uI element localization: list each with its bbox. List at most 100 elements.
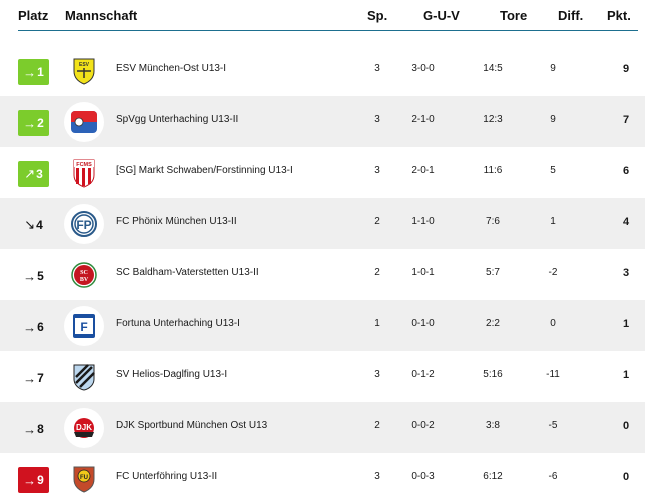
points: 0 [622,471,630,483]
team-name[interactable]: SpVgg Unterhaching U13-II [116,114,239,125]
win-draw-loss: 2-0-1 [411,165,435,176]
points: 1 [622,318,630,330]
djk-logo-icon[interactable]: DJK [64,408,104,448]
table-row-9[interactable]: → 9 FU FC Unterföhring U13-II 3 0-0-3 6:… [0,453,645,504]
team-name[interactable]: SC Baldham-Vaterstetten U13-II [116,267,259,278]
win-draw-loss: 1-0-1 [411,267,435,278]
team-name[interactable]: SV Helios-Daglfing U13-I [116,369,228,380]
svg-text:ESV: ESV [79,62,90,68]
games-played: 3 [374,114,380,125]
fcp-logo-icon[interactable]: FP [64,204,104,244]
goals: 3:8 [486,420,500,431]
rank-number: 8 [37,422,44,436]
goals: 11:6 [483,165,503,176]
helios-logo-icon[interactable] [64,357,104,397]
svg-text:FU: FU [80,475,88,481]
rank-number: 3 [36,167,43,181]
points: 7 [622,114,630,126]
svg-text:F: F [80,320,87,334]
trend-arrow-icon: → [23,370,37,386]
header-tore: Tore [500,8,528,23]
goals: 6:12 [483,471,503,482]
table-row-8[interactable]: → 8 DJK DJK Sportbund München Ost U13 2 … [0,402,645,453]
fcms-logo-icon[interactable]: FCMS [64,153,104,193]
rank-number: 7 [37,371,44,385]
goals: 14:5 [483,63,503,74]
table-row-2[interactable]: → 2 SpVgg Unterhaching U13-II 3 2-1-0 12… [0,96,645,147]
goal-difference: 1 [550,216,556,227]
games-played: 2 [374,267,380,278]
trend-arrow-icon: → [23,64,37,80]
goal-difference: -11 [546,369,560,380]
games-played: 3 [374,369,380,380]
svg-text:FCMS: FCMS [76,162,92,168]
goal-difference: 5 [550,165,556,176]
fcu-logo-icon[interactable]: FU [64,459,104,499]
points: 6 [622,165,630,177]
table-row-3[interactable]: ↗ 3 FCMS [SG] Markt Schwaben/Forstinning… [0,147,645,198]
rank-badge: → 7 [18,365,49,391]
svg-text:DJK: DJK [76,423,92,432]
trend-arrow-icon: → [23,268,37,284]
win-draw-loss: 0-1-0 [411,318,435,329]
team-name[interactable]: FC Unterföhring U13-II [116,471,218,482]
points: 3 [622,267,630,279]
win-draw-loss: 0-0-3 [411,471,435,482]
rank-number: 6 [37,320,44,334]
team-name[interactable]: FC Phönix München U13-II [116,216,237,227]
rank-badge: → 2 [18,110,49,136]
spvgg-logo-icon[interactable] [64,102,104,142]
table-header: Platz Mannschaft Sp. G-U-V Tore Diff. Pk… [18,0,638,31]
win-draw-loss: 1-1-0 [411,216,435,227]
win-draw-loss: 0-1-2 [411,369,435,380]
table-row-4[interactable]: ↘ 4 FP FC Phönix München U13-II 2 1-1-0 … [0,198,645,249]
rank-number: 4 [36,218,43,232]
header-pkt: Pkt. [607,8,631,23]
scbv-logo-icon[interactable]: SC BV [64,255,104,295]
rank-badge: ↗ 3 [18,161,49,187]
points: 9 [622,63,630,75]
team-name[interactable]: Fortuna Unterhaching U13-I [116,318,240,329]
win-draw-loss: 3-0-0 [411,63,435,74]
table-row-7[interactable]: → 7 SV Helios-Daglfing U13-I 3 0-1-2 5:1… [0,351,645,402]
fortuna-logo-icon[interactable]: F [64,306,104,346]
goal-difference: -5 [548,420,558,431]
goal-difference: 0 [550,318,556,329]
esv-logo-icon[interactable]: ESV [64,51,104,91]
rank-badge: → 6 [18,314,49,340]
win-draw-loss: 2-1-0 [411,114,435,125]
team-name[interactable]: [SG] Markt Schwaben/Forstinning U13-I [116,165,293,176]
goal-difference: -6 [548,471,558,482]
trend-arrow-icon: → [23,115,37,131]
table-row-5[interactable]: → 5 SC BV SC Baldham-Vaterstetten U13-II … [0,249,645,300]
team-name[interactable]: ESV München-Ost U13-I [116,63,227,74]
games-played: 1 [374,318,380,329]
table-row-1[interactable]: → 1 ESV ESV München-Ost U13-I 3 3-0-0 14… [0,45,645,96]
header-guv: G-U-V [423,8,460,23]
rank-number: 5 [37,269,44,283]
svg-text:SC: SC [80,270,88,276]
team-name[interactable]: DJK Sportbund München Ost U13 [116,420,268,431]
svg-text:FP: FP [76,218,91,232]
trend-arrow-icon: → [23,319,37,335]
goal-difference: 9 [550,63,556,74]
trend-arrow-icon: → [23,421,37,437]
rank-badge: → 8 [18,416,49,442]
points: 0 [622,420,630,432]
rank-badge: → 5 [18,263,49,289]
win-draw-loss: 0-0-2 [411,420,435,431]
svg-text:BV: BV [80,277,89,283]
games-played: 2 [374,420,380,431]
rank-badge: → 9 [18,467,49,493]
goals: 12:3 [483,114,503,125]
points: 1 [622,369,630,381]
points: 4 [622,216,630,228]
header-mannschaft: Mannschaft [65,8,138,23]
rank-number: 2 [37,116,44,130]
rank-number: 9 [37,473,44,487]
trend-arrow-icon: ↗ [24,166,36,181]
goals: 5:16 [483,369,503,380]
table-row-6[interactable]: → 6 F Fortuna Unterhaching U13-I 1 0-1-0… [0,300,645,351]
header-diff: Diff. [558,8,584,23]
